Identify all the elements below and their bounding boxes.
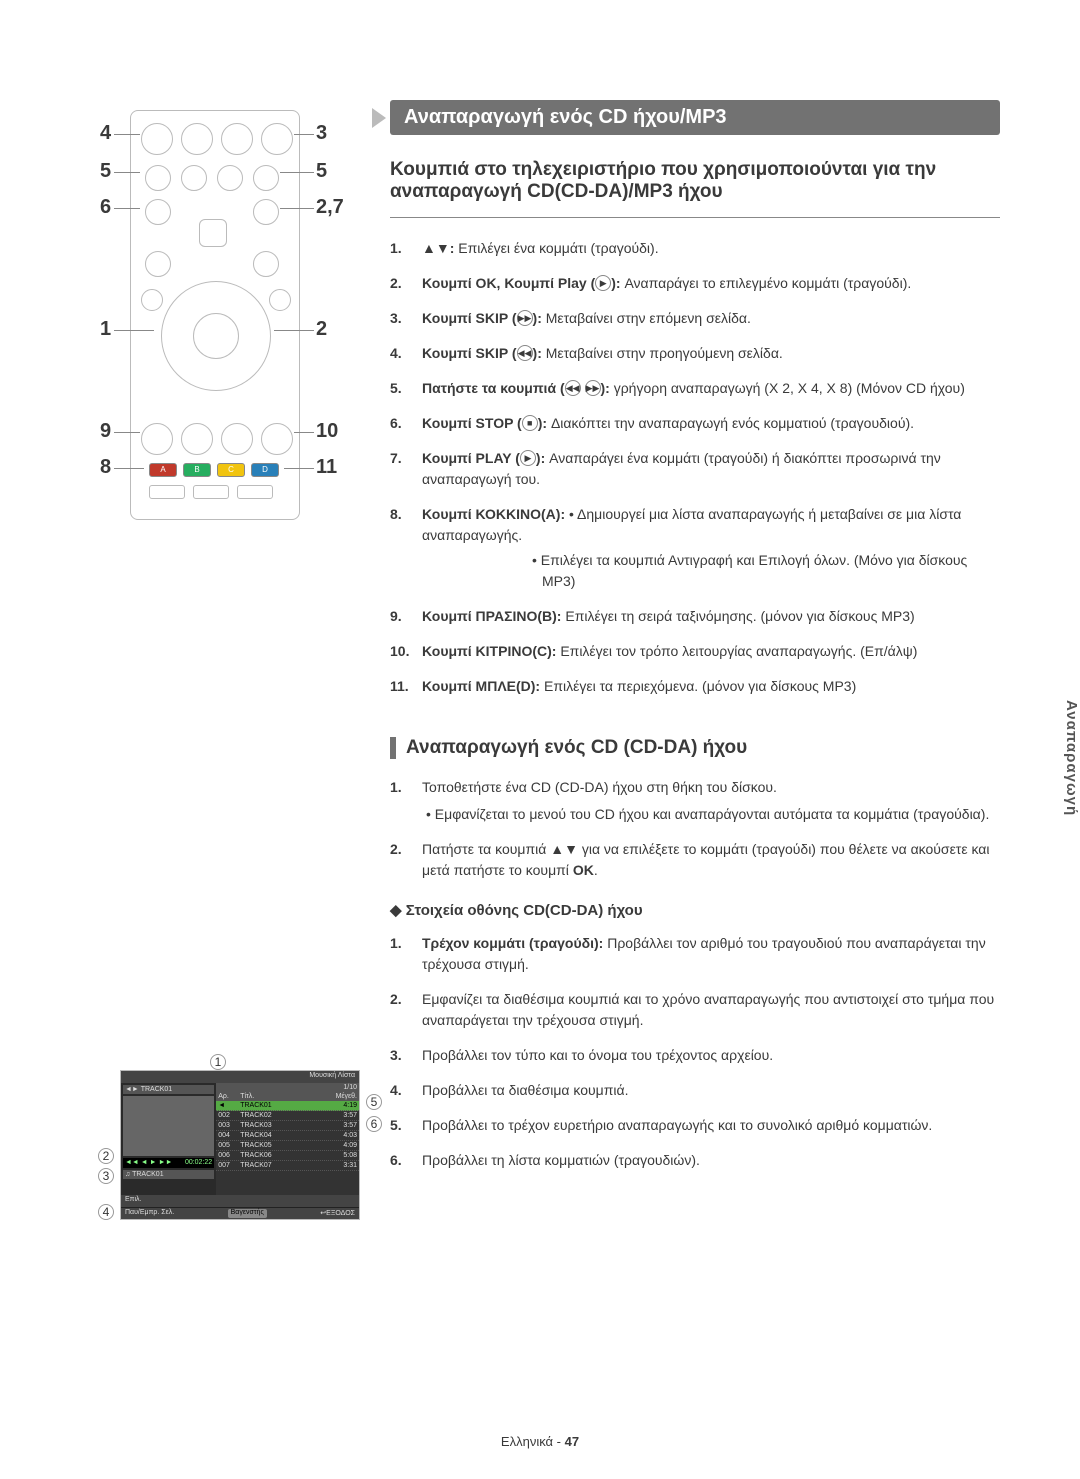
screen-time: 00:02:22 [185, 1159, 212, 1167]
sub-heading-screen: Στοιχεία οθόνης CD(CD-DA) ήχου [390, 901, 1000, 919]
track-row: 007TRACK073:31 [216, 1161, 359, 1171]
ss-callout-2: 2 [98, 1148, 114, 1164]
list3-item: 1.Τρέχον κομμάτι (τραγούδι): Προβάλλει τ… [390, 933, 1000, 975]
list3-item: 6.Προβάλλει τη λίστα κομματιών (τραγουδι… [390, 1150, 1000, 1171]
ss-callout-5: 5 [366, 1094, 382, 1110]
section-heading-2: Αναπαραγωγή ενός CD (CD-DA) ήχου [390, 737, 1000, 759]
callout-1: 1 [100, 318, 111, 341]
remote-button-blue: D [251, 463, 279, 477]
ss-callout-1: 1 [210, 1054, 226, 1070]
screen-index: 1/10 [216, 1083, 359, 1092]
list1-item: 9.Κουμπί ΠΡΑΣΙΝΟ(B): Επιλέγει τη σειρά τ… [390, 606, 1000, 627]
screen-bottom-mid: Βαγενστής [228, 1209, 267, 1218]
list1-item: 10.Κουμπί ΚΙΤΡΙΝΟ(C): Επιλέγει τον τρόπο… [390, 641, 1000, 662]
track-row: 004TRACK044:03 [216, 1131, 359, 1141]
callout-6: 6 [100, 196, 111, 219]
list2-item: 1.Τοποθετήστε ένα CD (CD-DA) ήχου στη θή… [390, 777, 1000, 825]
ss-callout-3: 3 [98, 1168, 114, 1184]
ss-callout-6: 6 [366, 1116, 382, 1132]
list3-item: 3.Προβάλλει τον τύπο και το όνομα του τρ… [390, 1045, 1000, 1066]
side-tab: Αναπαραγωγή [1056, 700, 1080, 816]
track-row: 005TRACK054:09 [216, 1141, 359, 1151]
callout-4: 4 [100, 122, 111, 145]
screen-th-no: Αρ. [218, 1093, 236, 1100]
callout-3: 3 [316, 122, 327, 145]
callout-5r: 5 [316, 160, 327, 183]
list1-item: 3.Κουμπί SKIP (▶▶): Μεταβαίνει στην επόμ… [390, 308, 1000, 329]
callout-27: 2,7 [316, 196, 344, 219]
track-row: 003TRACK033:57 [216, 1121, 359, 1131]
remote-button-yellow: C [217, 463, 245, 477]
callout-10: 10 [316, 420, 338, 443]
cd-play-steps-list: 1.Τοποθετήστε ένα CD (CD-DA) ήχου στη θή… [390, 777, 1000, 881]
callout-2: 2 [316, 318, 327, 341]
screen-bottom-right: ΕΞΟΔΟΣ [326, 1210, 355, 1217]
page-footer: Ελληνικά - 47 [501, 1434, 579, 1449]
screen-th-title: Τίτλ. [240, 1093, 329, 1100]
track-row: 006TRACK065:08 [216, 1151, 359, 1161]
remote-illustration: A B C D [130, 110, 300, 520]
left-column: A B C D 4 5 6 1 9 8 3 5 2,7 2 10 11 [80, 100, 360, 1185]
ss-callout-4: 4 [98, 1204, 114, 1220]
list1-item: 7.Κουμπί PLAY (▶): Αναπαράγει ένα κομμάτ… [390, 448, 1000, 490]
list1-item: 4.Κουμπί SKIP (◀◀): Μεταβαίνει στην προη… [390, 343, 1000, 364]
screen-bottom-left: Επιλ. [125, 1196, 142, 1203]
screen-elements-list: 1.Τρέχον κομμάτι (τραγούδι): Προβάλλει τ… [390, 933, 1000, 1171]
track-row: ◄TRACK014:19 [216, 1101, 359, 1111]
callout-9: 9 [100, 420, 111, 443]
screenshot-container: Μουσική Λίστα ◄► TRACK01 ◄◄ ◄ ► ►► 00:02… [80, 1050, 360, 1220]
banner1-text: Αναπαραγωγή ενός CD ήχου/MP3 [404, 106, 727, 128]
callout-5l: 5 [100, 160, 111, 183]
cd-screen-illustration: Μουσική Λίστα ◄► TRACK01 ◄◄ ◄ ► ►► 00:02… [120, 1070, 360, 1220]
list2-item: 2.Πατήστε τα κουμπιά ▲▼ για να επιλέξετε… [390, 839, 1000, 881]
section-sub-1: Κουμπιά στο τηλεχειριστήριο που χρησιμοπ… [390, 153, 1000, 218]
remote-buttons-list: 1.▲▼: Επιλέγει ένα κομμάτι (τραγούδι). 2.… [390, 238, 1000, 697]
list1-item: 2.Κουμπί OK, Κουμπί Play (▶): Αναπαράγει… [390, 273, 1000, 294]
list1-item: 11.Κουμπί ΜΠΛΕ(D): Επιλέγει τα περιεχόμε… [390, 676, 1000, 697]
screen-th-len: Μέγεθ. [333, 1093, 357, 1100]
screen-now-title: TRACK01 [141, 1086, 173, 1093]
remote-button-green: B [183, 463, 211, 477]
screen-current-track: TRACK01 [132, 1171, 164, 1178]
section-banner-1: Αναπαραγωγή ενός CD ήχου/MP3 [390, 100, 1000, 135]
list1-item: 1.▲▼: Επιλέγει ένα κομμάτι (τραγούδι). [390, 238, 1000, 259]
list3-item: 2.Εμφανίζει τα διαθέσιμα κουμπιά και το … [390, 989, 1000, 1031]
list1-item: 5.Πατήστε τα κουμπιά (◀◀ ▶▶): γρήγορη αν… [390, 378, 1000, 399]
callout-11: 11 [316, 456, 337, 479]
callout-8: 8 [100, 456, 111, 479]
list1-item: 6.Κουμπί STOP (■): Διακόπτει την αναπαρα… [390, 413, 1000, 434]
list1-item: 8.Κουμπί ΚΟΚΚΙΝΟ(A): • Δημιουργεί μια λί… [390, 504, 1000, 592]
right-column: Αναπαραγωγή ενός CD ήχου/MP3 Κουμπιά στο… [390, 100, 1000, 1185]
track-row: 002TRACK023:57 [216, 1111, 359, 1121]
screen-topbar: Μουσική Λίστα [309, 1072, 355, 1079]
remote-button-red: A [149, 463, 177, 477]
list3-item: 4.Προβάλλει τα διαθέσιμα κουμπιά. [390, 1080, 1000, 1101]
screen-bottom-left2: Παυ/Εμπρ. Σελ. [125, 1209, 174, 1218]
list3-item: 5.Προβάλλει το τρέχον ευρετήριο αναπαραγ… [390, 1115, 1000, 1136]
